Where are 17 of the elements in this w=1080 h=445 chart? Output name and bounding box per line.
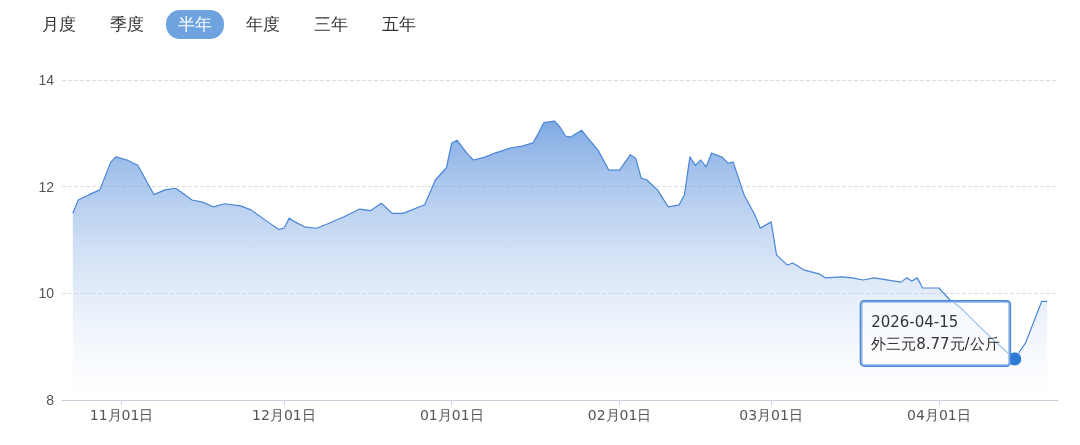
y-tick-label: 12 [38, 178, 55, 195]
y-tick-label: 10 [38, 285, 55, 302]
annotation: 2026-04-15 外三元8.77元/公斤 [871, 313, 1000, 354]
text: 季度 [98, 10, 156, 39]
x-tick-label: 12月01日 [252, 407, 316, 423]
text: 年度 [234, 10, 292, 39]
text: 半年 [166, 10, 224, 39]
x-tick-label: 03月01日 [739, 407, 803, 423]
text: 月度 [30, 10, 88, 39]
y-tick-label: 8 [46, 392, 55, 408]
text: 三年 [302, 10, 360, 39]
x-tick-label: 02月01日 [587, 407, 652, 423]
y-tick-label: 14 [38, 72, 55, 88]
x-tick-label: 04月01日 [907, 407, 971, 423]
x-tick-label: 01月01日 [419, 407, 484, 423]
text: 五年 [370, 10, 428, 39]
x-tick-label: 11月01日 [89, 407, 154, 423]
